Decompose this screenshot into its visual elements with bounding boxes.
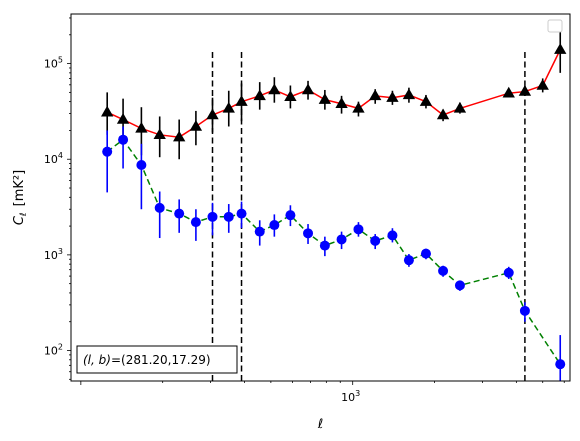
y-tick-label-3: 104 [44,151,63,166]
y-tick-base: 10 [44,153,58,166]
y-axis-label-main: C [12,215,27,225]
series-2-point-15 [336,234,347,245]
series-2-point-20 [420,248,431,259]
series-2-point-24 [519,305,530,316]
series-2-point-12 [285,210,296,221]
series-1-point-26 [554,43,567,54]
series-1-point-24 [518,85,532,96]
series-2-point-19 [403,255,414,266]
series-1-point-8 [222,101,235,113]
series-1-point-12 [284,90,297,101]
series-1-point-20 [419,95,433,106]
plot-frame [70,13,571,382]
y-tick-exponent: 4 [58,151,63,160]
series-2-point-9 [236,208,247,219]
series-1-point-25 [536,79,549,90]
plot-layer [101,30,567,381]
series-1-point-4 [153,128,166,140]
series-1-point-6 [189,119,203,131]
series-1-point-7 [206,108,219,120]
y-tick-base: 10 [44,345,58,358]
y-tick-exponent: 3 [58,247,63,256]
y-tick-exponent: 2 [58,343,63,352]
series-1-point-11 [268,83,281,95]
series-2-point-10 [254,226,265,237]
series-2-point-17 [370,235,381,246]
series-1-point-9 [235,95,248,106]
series-1-point-16 [352,101,365,113]
annotation-text: (l, b)=(281.20,17.29) [83,353,211,367]
series-2-point-7 [207,211,218,222]
series-1-point-18 [386,91,399,102]
series-1-line [106,49,561,138]
series-2-point-14 [319,240,330,251]
series-2-point-11 [269,220,280,231]
series-2-point-23 [503,267,514,278]
y-tick-exponent: 5 [58,56,63,65]
series-2-point-21 [438,265,449,276]
annotation-box [76,345,238,374]
series-2-point-2 [118,134,129,145]
series-2-point-1 [102,146,113,157]
series-1-point-14 [318,93,332,104]
series-2-point-6 [190,217,201,228]
series-1-point-15 [335,97,348,109]
y-axis-label: Cℓ [mK²] [12,170,29,225]
annotation-value: =(281.20,17.29) [111,353,211,367]
x-tick-exponent: 3 [355,389,360,398]
series-2-point-8 [223,211,234,222]
y-axis-label-unit: [mK²] [12,170,27,207]
coordinate-annotation: (l, b)=(281.20,17.29) [76,345,238,374]
series-1-point-22 [453,101,467,113]
series-1-point-10 [253,89,266,101]
y-tick-label-4: 105 [44,56,63,71]
series-1-point-21 [436,108,450,120]
legend-box [547,19,563,33]
y-tick-base: 10 [44,58,58,71]
series-1-point-5 [173,130,186,142]
series-2-line [106,138,561,365]
series-2-point-3 [136,160,147,171]
series-2-point-13 [303,228,314,239]
x-tick-label-1: 103 [341,389,360,404]
y-tick-label-2: 103 [44,247,63,262]
series-2-point-25 [555,359,566,370]
y-tick-base: 10 [44,249,58,262]
series-1-point-19 [402,88,416,100]
series-1-point-13 [301,83,315,95]
series-1-point-2 [116,113,130,124]
series-1-point-1 [101,105,114,117]
series-2-point-4 [154,202,165,213]
series-2-point-18 [387,230,398,241]
y-axis-label-sub: ℓ [19,212,29,217]
series-1-point-3 [135,121,148,133]
series-1-point-17 [369,89,382,101]
series-2-point-16 [353,224,364,235]
y-tick-label-1: 102 [44,343,63,358]
x-tick-base: 10 [341,391,355,404]
series-1-point-23 [502,86,515,98]
series-2-point-22 [454,280,465,291]
series-2-point-5 [174,208,185,219]
x-axis-label: ℓ [317,417,323,432]
annotation-lb: (l, b) [83,353,111,367]
